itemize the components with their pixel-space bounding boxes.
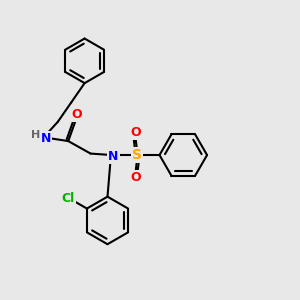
Text: O: O [72,108,83,122]
Text: O: O [130,171,141,184]
Text: Cl: Cl [61,192,74,205]
Text: N: N [108,150,118,163]
Text: S: S [132,148,142,162]
Text: H: H [31,130,40,140]
Text: O: O [130,126,141,139]
Text: N: N [41,132,51,145]
